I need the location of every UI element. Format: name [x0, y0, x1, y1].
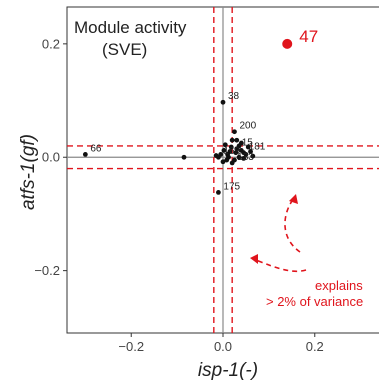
data-point-12 — [224, 157, 230, 163]
data-point-66 — [82, 152, 88, 157]
data-point-22 — [238, 140, 244, 146]
reference-lines — [67, 7, 379, 333]
chart-subtitle: (SVE) — [102, 40, 147, 59]
data-point-200 — [232, 129, 237, 135]
data-point-175 — [216, 189, 221, 195]
data-point-20 — [250, 153, 256, 159]
point-label-133: 133 — [237, 152, 254, 163]
data-point-16 — [236, 154, 242, 160]
chart-title: Module activity — [74, 18, 187, 37]
y-tick-label-1: −0.2 — [34, 263, 60, 278]
point-label-175: 175 — [223, 181, 240, 192]
x-axis-label: isp-1(-) — [198, 360, 258, 381]
axis-ticks: −0.2 0.0 0.2 −0.2 0.0 0.2 — [34, 36, 323, 354]
data-point-5 — [234, 137, 240, 143]
data-point-181 — [241, 150, 247, 156]
annotation-arrow-up — [284, 197, 301, 253]
annotation-line-1: explains — [315, 278, 363, 293]
data-point-9 — [245, 144, 251, 150]
data-point-13 — [220, 159, 226, 165]
annotation-arrowhead-up — [289, 194, 298, 204]
point-label-15: 15 — [242, 138, 254, 149]
y-tick-label-2: 0.0 — [42, 150, 60, 165]
data-points — [82, 38, 293, 195]
x-tick-label-2: 0.0 — [214, 339, 232, 354]
data-point-169 — [216, 154, 221, 160]
x-tick-label-1: −0.2 — [118, 339, 144, 354]
y-axis-label: atfs-1(gf) — [18, 134, 39, 210]
data-point-19 — [233, 150, 239, 156]
annotation-arrow-left — [255, 259, 307, 273]
data-point-38 — [220, 99, 226, 105]
data-point-15 — [234, 146, 240, 152]
y-tick-label-3: 0.2 — [42, 36, 60, 51]
highlight-label-47: 47 — [299, 27, 318, 46]
point-label-66: 66 — [90, 143, 102, 154]
variance-annotation: explains > 2% of variance — [250, 194, 363, 309]
annotation-line-2: > 2% of variance — [266, 294, 363, 309]
threshold-lines — [67, 7, 379, 333]
data-point-21 — [221, 148, 227, 153]
annotation-arrowhead-left — [250, 254, 258, 264]
data-point-2 — [222, 142, 228, 148]
x-tick-label-3: 0.2 — [306, 339, 324, 354]
data-point-24 — [225, 152, 230, 157]
data-point-10 — [248, 149, 253, 154]
point-label-38: 38 — [228, 91, 240, 102]
data-point-18 — [228, 144, 234, 150]
highlight-point-47 — [282, 38, 293, 49]
data-point-4 — [229, 137, 235, 143]
data-point-17 — [241, 155, 247, 161]
point-label-181: 181 — [249, 142, 266, 153]
point-label-169: 169 — [223, 146, 240, 157]
data-point-1 — [181, 154, 187, 160]
point-label-200: 200 — [239, 121, 256, 132]
data-point-133 — [229, 160, 235, 166]
